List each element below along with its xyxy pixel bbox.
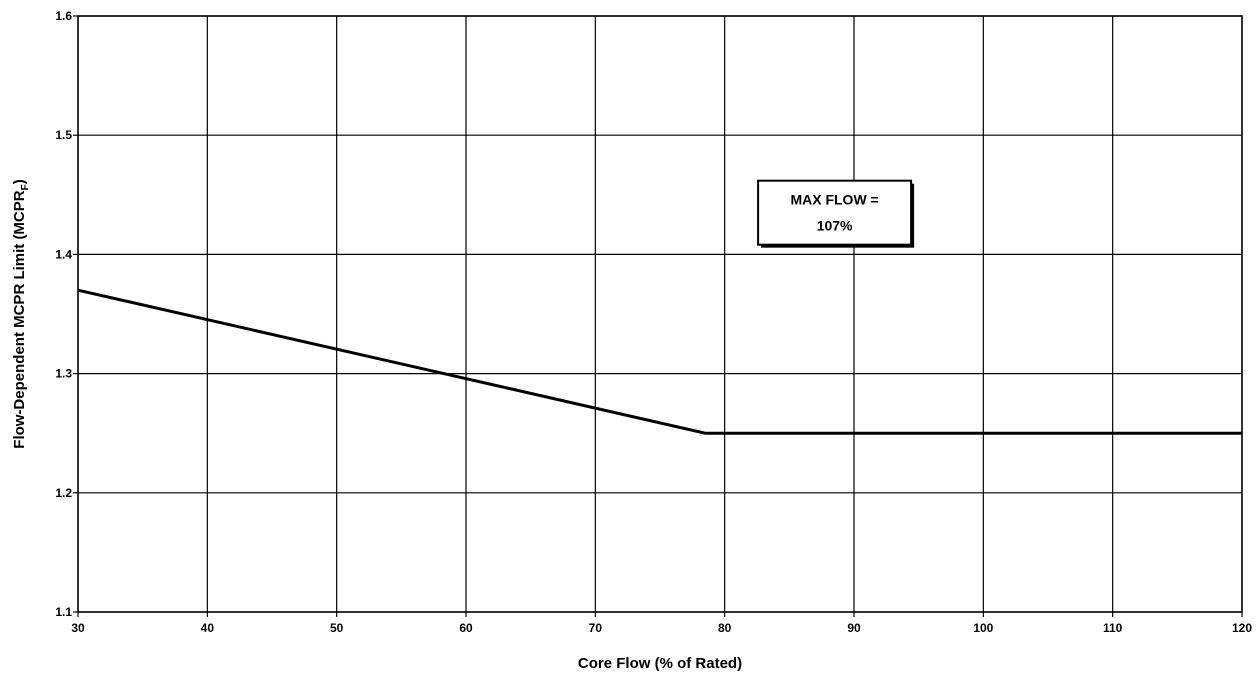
y-axis-title-subscript: F [20,184,31,190]
y-tick-label: 1.6 [55,9,72,23]
y-axis-title-main: Flow-Dependent MCPR Limit (MCPR [11,190,28,448]
x-tick-label: 40 [201,621,215,635]
y-tick-label: 1.5 [55,128,72,142]
x-axis-title: Core Flow (% of Rated) [578,655,742,672]
x-tick-label: 120 [1232,621,1252,635]
x-tick-label: 30 [71,621,85,635]
y-axis-title: Flow-Dependent MCPR Limit (MCPRF) [11,179,31,448]
series-line-mcpr-limit [77,288,1242,435]
x-tick-label: 60 [459,621,473,635]
x-tick-label: 90 [847,621,861,635]
annotation-text: MAX FLOW = [790,192,878,208]
max-flow-annotation: MAX FLOW = 107% [757,179,915,248]
y-tick-label: 1.2 [55,486,72,500]
plot-border [77,15,1243,613]
x-tick-label: 70 [589,621,603,635]
annotations: MAX FLOW = 107% [757,179,915,248]
annotation-box [757,179,913,246]
x-tick-label: 50 [330,621,344,635]
y-axis-title-close: ) [11,179,28,184]
y-tick-labels: 1.1 1.2 1.3 1.4 1.5 1.6 [55,9,78,619]
plot-area [78,16,1242,612]
series-layer [77,288,1242,435]
annotation-text: 107% [817,218,853,234]
x-tick-label: 100 [973,621,993,635]
x-tick-labels: 30 40 50 60 70 80 90 100 110 120 [71,612,1252,635]
y-tick-label: 1.1 [55,605,72,619]
x-tick-label: 110 [1103,621,1123,635]
y-tick-label: 1.3 [55,367,72,381]
x-tick-label: 80 [718,621,732,635]
y-tick-label: 1.4 [55,247,72,261]
